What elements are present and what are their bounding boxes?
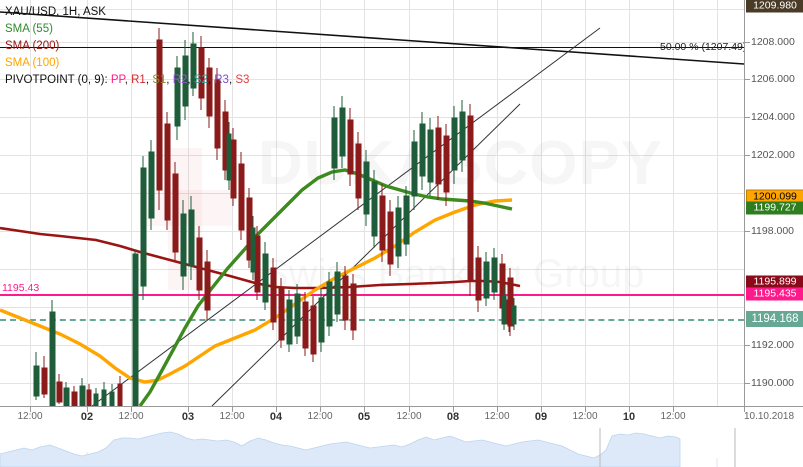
sma-55-line (138, 168, 513, 406)
time-tick: 04 (269, 411, 283, 423)
price-tick: 1206.000 (751, 73, 795, 85)
time-tick: 12:00 (484, 411, 510, 422)
descending-trendline (0, 11, 744, 65)
time-tick: 09 (534, 411, 548, 423)
gridline-v (276, 0, 277, 406)
last-price-badge[interactable]: 1194.168 (746, 311, 803, 327)
sma-100-line (0, 198, 513, 384)
price-chart-plot[interactable]: DUKASCOPY Swiss Banking Group (0, 0, 744, 406)
gridline-h (0, 269, 744, 270)
gridline-h (0, 307, 744, 308)
high-badge: 1209.980 (746, 0, 803, 13)
time-tick: 12:00 (660, 411, 686, 422)
legend-sma-55[interactable]: SMA (55) (5, 23, 53, 35)
volume-pane[interactable] (0, 428, 803, 467)
gridline-h (0, 79, 744, 80)
price-axis[interactable]: 1208.000 1206.000 1204.000 1202.000 1198… (744, 0, 803, 406)
pivot-s1: S1 (152, 74, 167, 86)
pivot-prefix: PIVOTPOINT (0, 9): (5, 74, 108, 86)
gridline-v (717, 0, 718, 406)
pivot-r1: R1 (131, 74, 146, 86)
bid-price-line (0, 294, 744, 296)
gridline-v (629, 0, 630, 406)
time-tick: 12:00 (219, 411, 245, 422)
time-tick: 02 (80, 411, 94, 423)
gridline-h (0, 9, 744, 10)
volume-area (0, 431, 681, 467)
gridline-v (585, 0, 586, 406)
gridline-v (453, 0, 454, 406)
sma55-badge: 1199.727 (746, 201, 803, 215)
time-tick: 12:00 (17, 411, 43, 422)
gridline-h (0, 42, 744, 43)
time-tick: 03 (181, 411, 195, 423)
time-tick: 10 (622, 411, 636, 423)
chart-vector-layer (0, 11, 744, 406)
gridline-h (0, 117, 744, 118)
gridline-v (320, 0, 321, 406)
time-axis[interactable]: 12:00 02 12:00 03 12:00 04 12:00 05 12:0… (0, 406, 803, 428)
gridline-v (87, 0, 88, 406)
time-tick: 12:00 (307, 411, 333, 422)
price-tick: 1208.000 (751, 36, 795, 48)
pivot-r3: R3 (214, 74, 229, 86)
gridline-v (188, 0, 189, 406)
price-tick: 1202.000 (751, 149, 795, 161)
time-tick: 05 (357, 411, 371, 423)
current-date-label: 10.10.2018 (743, 411, 795, 422)
chart-legend: XAU/USD, 1H, ASK SMA (55) SMA (200) SMA … (5, 4, 249, 89)
time-tick: 12:00 (572, 411, 598, 422)
gridline-h (0, 155, 744, 156)
gridline-h (0, 383, 744, 384)
legend-symbol: XAU/USD, 1H, ASK (5, 6, 106, 18)
pivot-pp: PP (110, 74, 125, 86)
gridline-v (541, 0, 542, 406)
bid-price-badge[interactable]: 1195.435 (746, 287, 803, 301)
gridline-v (131, 0, 132, 406)
price-tick: 1190.000 (751, 377, 795, 389)
legend-sma-200[interactable]: SMA (200) (5, 40, 60, 52)
price-tick: 1204.000 (751, 111, 795, 123)
sma200-badge: 1195.899 (746, 275, 803, 289)
pivot-s2: S2 (193, 74, 208, 86)
time-tick: 12:00 (118, 411, 144, 422)
candlestick-series (33, 28, 517, 406)
time-tick: 08 (446, 411, 460, 423)
volume-area-chart (0, 428, 736, 467)
fib-50-label: 50.00 % (1207.49) (660, 41, 744, 53)
legend-pivotpoint[interactable]: PIVOTPOINT (0, 9): PP, R1, S1, R2, S2, R… (5, 74, 250, 86)
gridline-v (30, 0, 31, 406)
left-price-label: 1195.43 (1, 282, 41, 294)
gridline-v (673, 0, 674, 406)
gridline-h (0, 345, 744, 346)
pivot-r2: R2 (172, 74, 188, 86)
pivot-s3: S3 (235, 74, 250, 86)
legend-sma-100[interactable]: SMA (100) (5, 57, 60, 69)
gridline-v (497, 0, 498, 406)
last-price-line (0, 319, 744, 321)
price-tick: 1192.000 (751, 339, 795, 351)
price-tick: 1198.000 (751, 225, 795, 237)
time-tick: 12:00 (396, 411, 422, 422)
fib-50-line (0, 47, 744, 48)
